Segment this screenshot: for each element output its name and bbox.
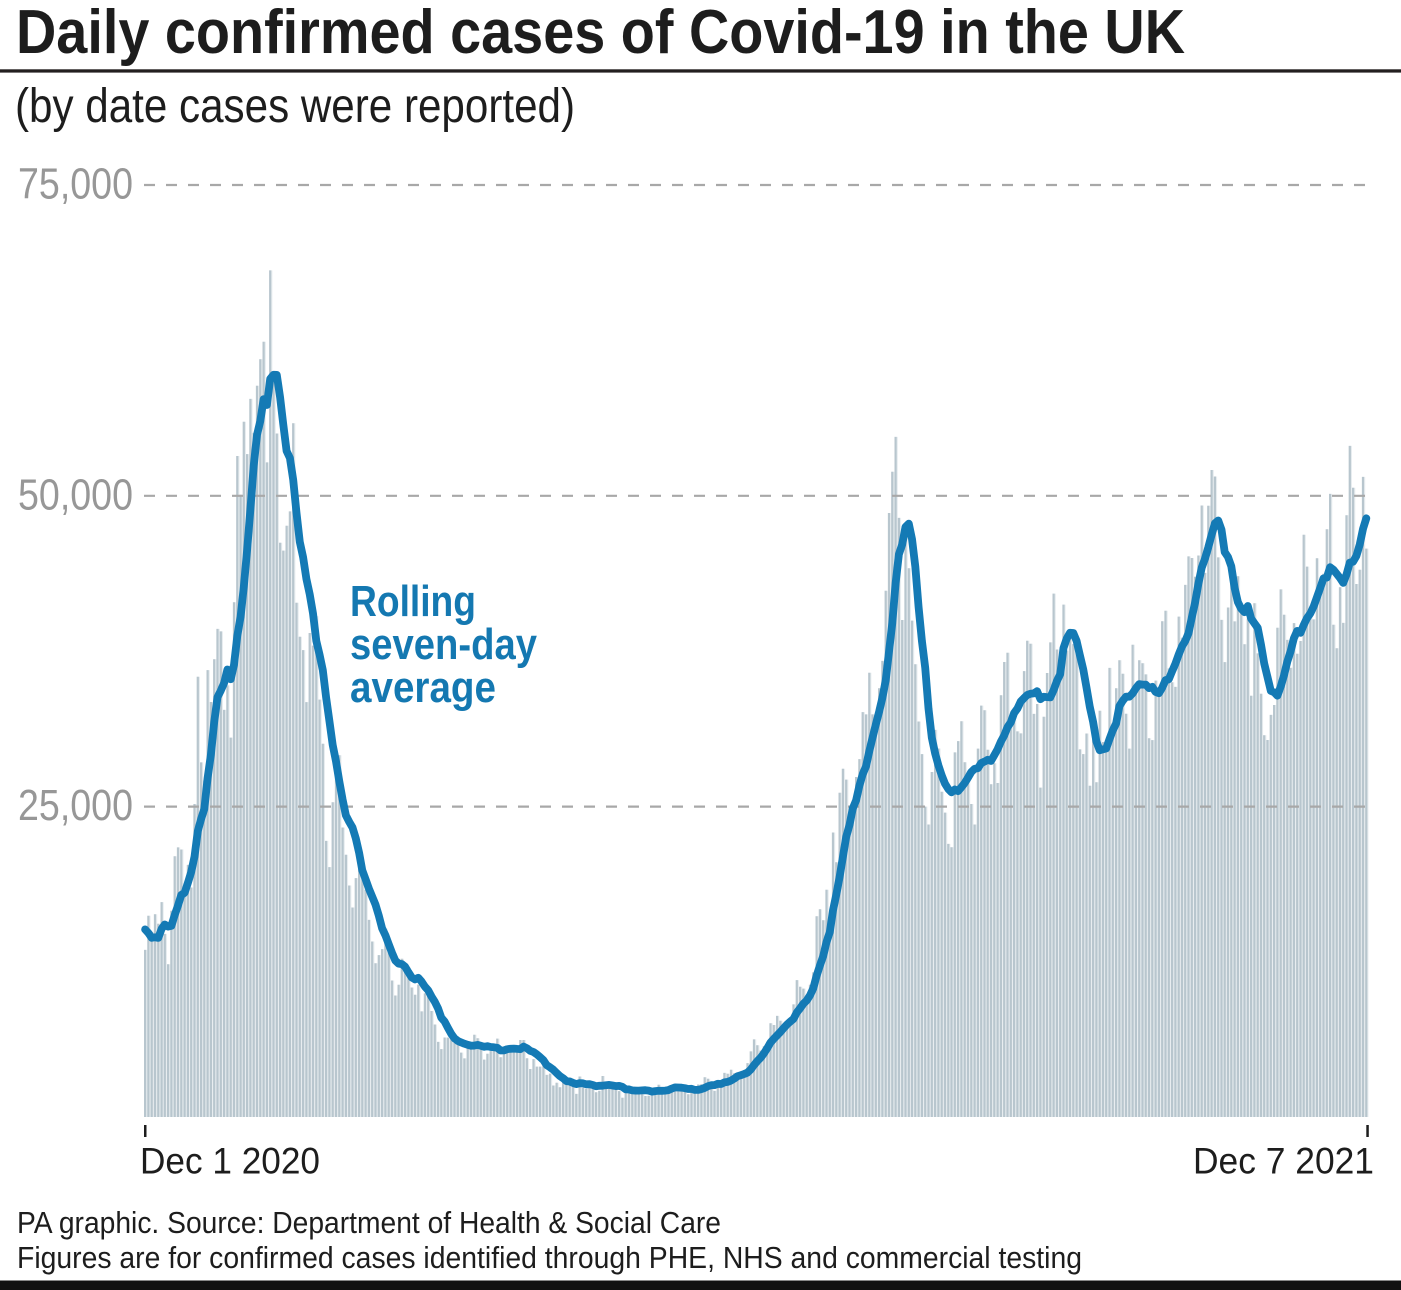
svg-text:Rolling: Rolling (350, 577, 476, 626)
svg-text:75,000: 75,000 (18, 161, 133, 209)
svg-text:seven-day: seven-day (350, 620, 537, 669)
svg-text:50,000: 50,000 (18, 471, 133, 519)
svg-text:average: average (350, 663, 496, 712)
svg-text:Dec 1 2020: Dec 1 2020 (140, 1140, 320, 1182)
svg-text:Figures are for confirmed case: Figures are for confirmed cases identifi… (17, 1241, 1082, 1275)
svg-text:(by date cases were reported): (by date cases were reported) (15, 80, 575, 133)
svg-text:25,000: 25,000 (18, 782, 133, 830)
svg-text:Dec 7 2021: Dec 7 2021 (1193, 1140, 1374, 1182)
svg-text:PA graphic. Source: Department: PA graphic. Source: Department of Health… (17, 1206, 721, 1240)
svg-text:Daily confirmed cases of Covid: Daily confirmed cases of Covid-19 in the… (16, 0, 1185, 67)
